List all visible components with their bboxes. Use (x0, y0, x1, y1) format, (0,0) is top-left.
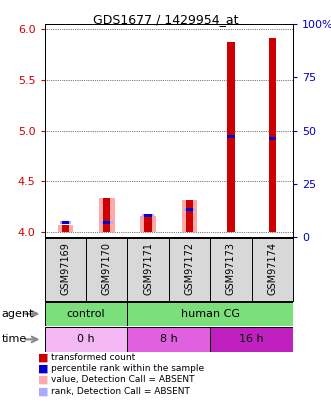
Text: transformed count: transformed count (51, 353, 136, 362)
Text: value, Detection Call = ABSENT: value, Detection Call = ABSENT (51, 375, 195, 384)
Text: GDS1677 / 1429954_at: GDS1677 / 1429954_at (93, 13, 238, 26)
Text: ■: ■ (38, 364, 49, 373)
Bar (227, 135, 235, 138)
Text: agent: agent (2, 309, 34, 319)
Text: human CG: human CG (181, 309, 240, 319)
Bar (144, 214, 152, 217)
Text: control: control (67, 309, 105, 319)
Text: 8 h: 8 h (160, 335, 178, 344)
Bar (210, 327, 293, 352)
Text: GSM97172: GSM97172 (184, 242, 195, 295)
Bar (101, 222, 113, 224)
Text: rank, Detection Call = ABSENT: rank, Detection Call = ABSENT (51, 387, 190, 396)
Bar (45, 302, 127, 326)
Text: GSM97174: GSM97174 (267, 242, 277, 295)
Bar (58, 225, 73, 232)
Bar (99, 198, 115, 232)
Text: GSM97169: GSM97169 (60, 242, 71, 295)
Bar (144, 216, 152, 232)
Text: ■: ■ (38, 375, 49, 385)
Bar (268, 137, 276, 140)
Bar (127, 327, 210, 352)
Bar (142, 214, 154, 217)
Text: time: time (2, 335, 27, 344)
Bar (62, 225, 69, 232)
Bar (184, 208, 195, 211)
Text: GSM97171: GSM97171 (143, 242, 153, 295)
Bar (127, 302, 293, 326)
Bar (62, 222, 69, 224)
Text: ■: ■ (38, 386, 49, 396)
Bar (268, 38, 276, 232)
Bar (227, 42, 235, 232)
Text: 16 h: 16 h (239, 335, 264, 344)
Bar (45, 327, 127, 352)
Text: percentile rank within the sample: percentile rank within the sample (51, 364, 205, 373)
Bar (186, 200, 193, 232)
Text: ■: ■ (38, 352, 49, 362)
Bar (60, 222, 71, 224)
Bar (186, 208, 193, 211)
Text: GSM97170: GSM97170 (102, 242, 112, 295)
Bar (103, 222, 111, 224)
Text: GSM97173: GSM97173 (226, 242, 236, 295)
Bar (140, 216, 156, 232)
Text: 0 h: 0 h (77, 335, 95, 344)
Bar (182, 200, 197, 232)
Bar (103, 198, 111, 232)
